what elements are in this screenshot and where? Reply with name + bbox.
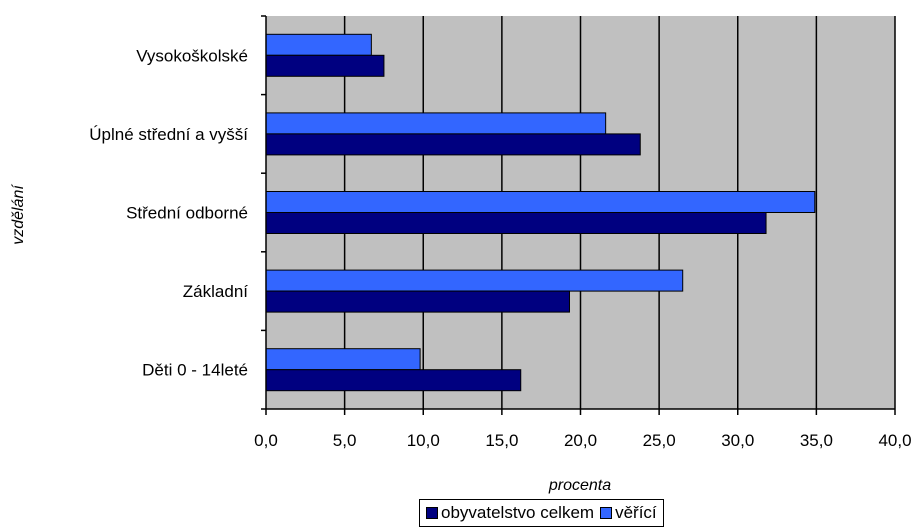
- bar-věřící: [265, 112, 607, 135]
- x-axis-title: procenta: [548, 477, 611, 494]
- x-tick-label: 25,0: [643, 431, 676, 450]
- category-label: Základní: [183, 282, 248, 301]
- bar-obyvatelstvo celkem: [265, 54, 385, 77]
- category-labels: Vysokoškolské Úplné střední a vyšší Středn…: [89, 46, 248, 379]
- legend-item: obyvatelstvo celkem: [426, 503, 594, 523]
- bar-věřící: [265, 348, 421, 371]
- category-label: Úplné střední a vyšší: [89, 125, 248, 144]
- x-tick-label: 20,0: [564, 431, 597, 450]
- bar-věřící: [265, 33, 372, 56]
- x-tick-label: 10,0: [407, 431, 440, 450]
- bar-obyvatelstvo celkem: [265, 212, 767, 234]
- axes: [261, 15, 896, 415]
- legend-swatch: [426, 507, 438, 519]
- x-tick-label: 35,0: [800, 431, 833, 450]
- legend-swatch: [600, 507, 613, 519]
- x-tick-label: 30,0: [721, 431, 754, 450]
- bar-věřící: [265, 269, 684, 292]
- category-label: Vysokoškolské: [136, 46, 248, 65]
- x-tick-label: 15,0: [485, 431, 518, 450]
- y-axis-title: vzdělání: [10, 184, 27, 245]
- legend-item: věřící: [600, 503, 657, 523]
- bar-věřící: [265, 191, 816, 213]
- x-tick-labels: 0,0 5,0 10,0 15,0 20,0 25,0 30,0 35,0 40,0: [254, 431, 911, 450]
- bar-obyvatelstvo celkem: [265, 133, 641, 156]
- bar-obyvatelstvo celkem: [265, 369, 522, 392]
- legend-label: věřící: [615, 503, 657, 522]
- legend-label: obyvatelstvo celkem: [441, 503, 595, 522]
- x-tick-label: 5,0: [333, 431, 357, 450]
- bar-chart: 0,0 5,0 10,0 15,0 20,0 25,0 30,0 35,0 40,0 Vysok…: [10, 15, 912, 494]
- bars: [265, 33, 816, 392]
- x-tick-label: 40,0: [878, 431, 911, 450]
- legend: obyvatelstvo celkem věřící: [419, 499, 664, 527]
- x-tick-label: 0,0: [254, 431, 278, 450]
- category-label: Děti 0 - 14leté: [142, 361, 248, 380]
- bar-obyvatelstvo celkem: [265, 290, 570, 313]
- category-label: Střední odborné: [126, 204, 248, 223]
